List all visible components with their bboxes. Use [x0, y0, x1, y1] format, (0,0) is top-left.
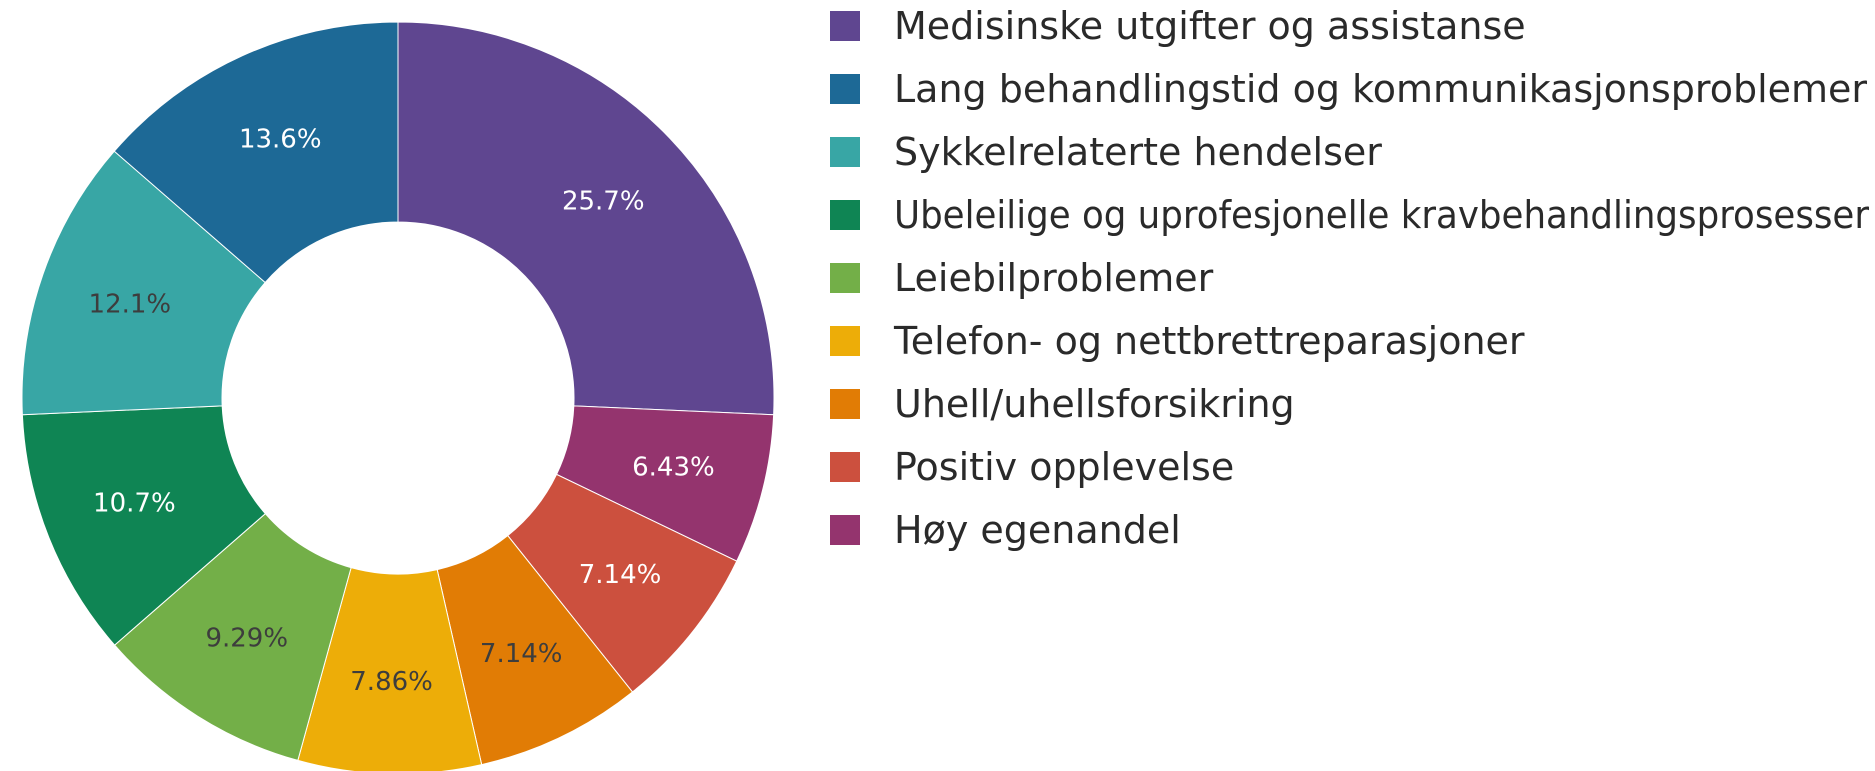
legend-item-telefon-og-nettbrettreparasjoner[interactable]: Telefon- og nettbrettreparasjoner [830, 319, 1525, 363]
legend-label-hoy-egenandel: Høy egenandel [894, 508, 1181, 552]
legend-item-hoy-egenandel[interactable]: Høy egenandel [830, 508, 1181, 552]
slice-value-label-lang-behandlingstid-og-kommunikasjonsproblemer: 13.6% [239, 125, 322, 155]
legend-label-lang-behandlingstid-og-kommunikasjonsproblemer: Lang behandlingstid og kommunikasjonspro… [894, 67, 1867, 111]
legend-label-ubeleilige-og-uprofesjonelle-kravbehandlingsprosesser: Ubeleilige og uprofesjonelle kravbehandl… [894, 193, 1869, 237]
slice-value-label-uhell-uhellsforsikring: 7.14% [480, 639, 563, 669]
legend-swatch-hoy-egenandel [830, 515, 860, 545]
donut-slice-labels: 25.7% 6.43% 7.14% 7.14% 7.86% 9.29% 10.7% 12.1%… [89, 125, 715, 697]
legend-swatch-medisinske-utgifter-og-assistanse [830, 11, 860, 41]
legend-item-uhell-uhellsforsikring[interactable]: Uhell/uhellsforsikring [830, 382, 1295, 426]
slice-lang-behandlingstid-og-kommunikasjonsproblemer[interactable] [113, 21, 399, 284]
legend-label-sykkelrelaterte-hendelser: Sykkelrelaterte hendelser [894, 130, 1382, 174]
legend-label-medisinske-utgifter-og-assistanse: Medisinske utgifter og assistanse [894, 4, 1526, 48]
slice-value-label-positiv-opplevelse: 7.14% [579, 560, 662, 590]
legend-swatch-leiebilproblemer [830, 263, 860, 293]
legend-item-sykkelrelaterte-hendelser[interactable]: Sykkelrelaterte hendelser [830, 130, 1382, 174]
legend-item-ubeleilige-og-uprofesjonelle-kravbehandlingsprosesser[interactable]: Ubeleilige og uprofesjonelle kravbehandl… [830, 193, 1869, 237]
legend-item-medisinske-utgifter-og-assistanse[interactable]: Medisinske utgifter og assistanse [830, 4, 1526, 48]
donut-slices [21, 21, 775, 771]
legend-swatch-telefon-og-nettbrettreparasjoner [830, 326, 860, 356]
legend-label-positiv-opplevelse: Positiv opplevelse [894, 445, 1234, 489]
slice-value-label-telefon-og-nettbrettreparasjoner: 7.86% [350, 667, 433, 697]
slice-value-label-hoy-egenandel: 6.43% [632, 452, 715, 482]
legend-swatch-positiv-opplevelse [830, 452, 860, 482]
legend-label-uhell-uhellsforsikring: Uhell/uhellsforsikring [894, 382, 1295, 426]
legend-item-positiv-opplevelse[interactable]: Positiv opplevelse [830, 445, 1234, 489]
legend-label-leiebilproblemer: Leiebilproblemer [894, 256, 1214, 300]
legend-swatch-sykkelrelaterte-hendelser [830, 137, 860, 167]
legend-item-leiebilproblemer[interactable]: Leiebilproblemer [830, 256, 1214, 300]
legend-swatch-ubeleilige-og-uprofesjonelle-kravbehandlingsprosesser [830, 200, 860, 230]
slice-value-label-sykkelrelaterte-hendelser: 12.1% [89, 289, 172, 319]
legend-swatch-lang-behandlingstid-og-kommunikasjonsproblemer [830, 74, 860, 104]
slice-value-label-medisinske-utgifter-og-assistanse: 25.7% [562, 187, 645, 217]
legend-item-lang-behandlingstid-og-kommunikasjonsproblemer[interactable]: Lang behandlingstid og kommunikasjonspro… [830, 67, 1867, 111]
slice-ubeleilige-og-uprofesjonelle-kravbehandlingsprosesser[interactable] [21, 405, 267, 646]
slice-sykkelrelaterte-hendelser[interactable] [21, 150, 266, 416]
slice-value-label-ubeleilige-og-uprofesjonelle-kravbehandlingsprosesser: 10.7% [93, 489, 176, 519]
legend-label-telefon-og-nettbrettreparasjoner: Telefon- og nettbrettreparasjoner [893, 319, 1525, 363]
legend-swatch-uhell-uhellsforsikring [830, 389, 860, 419]
slice-value-label-leiebilproblemer: 9.29% [205, 623, 288, 653]
chart-legend: Medisinske utgifter og assistanse Lang be… [830, 4, 1869, 552]
slice-medisinske-utgifter-og-assistanse[interactable] [397, 21, 775, 416]
